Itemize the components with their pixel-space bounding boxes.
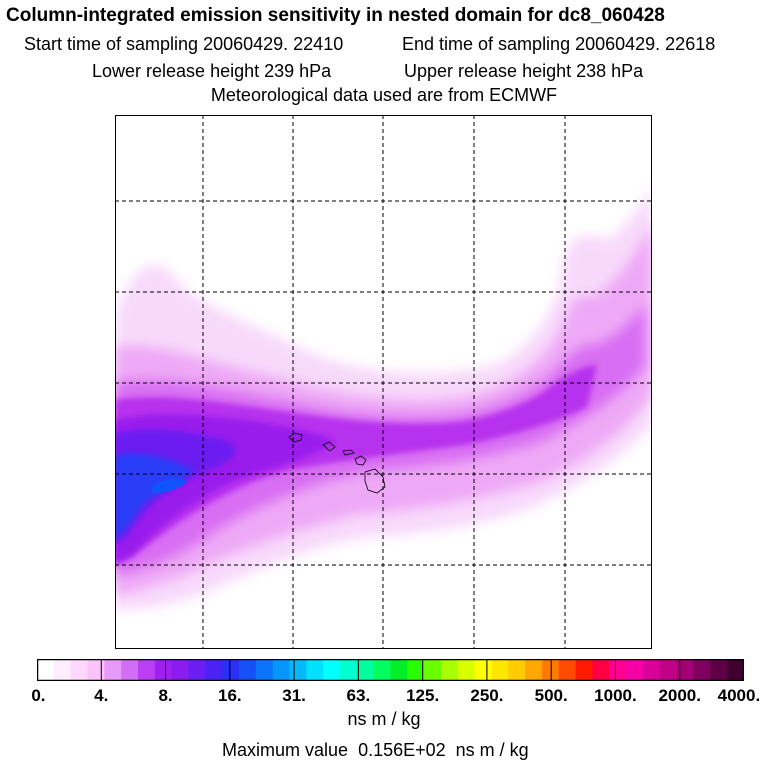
- colorbar-cell: [37, 659, 55, 681]
- colorbar-cell: [323, 659, 341, 681]
- island-molokai: [342, 449, 355, 456]
- map-gridlines: [115, 115, 652, 649]
- colorbar-cell: [154, 659, 173, 681]
- colorbar-cell: [70, 659, 89, 681]
- colorbar-cell: [205, 659, 223, 681]
- colorbar-cell: [441, 659, 459, 681]
- colorbar-cell: [474, 659, 493, 681]
- colorbar-cell: [558, 659, 577, 681]
- colorbar-cell: [710, 659, 728, 681]
- colorbar-cell: [575, 659, 594, 681]
- colorbar-cell: [356, 659, 375, 681]
- sensitivity-map: [115, 115, 652, 649]
- colorbar-divisions: [100, 659, 681, 681]
- colorbar-tick: 31.: [282, 686, 306, 705]
- maximum-value-line: Maximum value 0.156E+02 ns m / kg: [222, 740, 534, 761]
- colorbar-tick: 500.: [534, 686, 568, 705]
- colorbar-cell: [188, 659, 206, 681]
- lower-release-label: Lower release height 239 hPa: [92, 61, 332, 81]
- colorbar-unit: ns m / kg: [347, 709, 421, 729]
- colorbar-tick: 4.: [94, 686, 109, 705]
- colorbar-cell: [373, 659, 392, 681]
- colorbar-tick: 250.: [470, 686, 504, 705]
- upper-release-label: Upper release height 238 hPa: [404, 61, 644, 81]
- colorbar-cell: [121, 659, 139, 681]
- colorbar-cell: [727, 659, 744, 681]
- colorbar-tick: 2000.: [658, 686, 701, 705]
- colorbar-cell: [693, 659, 711, 681]
- colorbar-cell: [491, 659, 509, 681]
- colorbar-cell: [53, 659, 72, 681]
- colorbar-cell: [626, 659, 644, 681]
- island-maui: [354, 455, 367, 466]
- island-kauai: [288, 432, 303, 443]
- colorbar-cell: [592, 659, 610, 681]
- colorbar-cell: [306, 659, 324, 681]
- colorbar-tick: 0.: [31, 686, 46, 705]
- colorbar-cell: [340, 659, 358, 681]
- max-label: Maximum value: [222, 740, 349, 760]
- colorbar-cell: [87, 659, 105, 681]
- colorbar-tick: 16.: [217, 686, 242, 705]
- start-time-label: Start time of sampling 20060429. 22410: [24, 34, 344, 54]
- hawaii-islands: [288, 432, 386, 494]
- colorbar-cell: [171, 659, 190, 681]
- plume-blue: [115, 453, 193, 540]
- colorbar-cell: [525, 659, 543, 681]
- max-unit: ns m / kg: [455, 740, 529, 760]
- colorbar-cell: [424, 659, 442, 681]
- colorbar: [37, 659, 744, 681]
- colorbar-tick: 125.: [406, 686, 440, 705]
- map-title: Column-integrated emission sensitivity i…: [6, 5, 665, 26]
- met-data-label: Meteorological data used are from ECMWF: [210, 85, 558, 105]
- colorbar-cells: [37, 659, 744, 681]
- colorbar-cell: [676, 659, 695, 681]
- colorbar-cell: [643, 659, 661, 681]
- colorbar-cell: [289, 659, 307, 681]
- colorbar-cell: [104, 659, 122, 681]
- colorbar-tick: 63.: [346, 686, 371, 705]
- colorbar-tick: 1000.: [594, 686, 637, 705]
- map-frame: [115, 115, 652, 649]
- colorbar-cell: [255, 659, 274, 681]
- colorbar-cell: [508, 659, 526, 681]
- colorbar-cell: [390, 659, 408, 681]
- colorbar-cell: [222, 659, 240, 681]
- colorbar-frame: [37, 659, 744, 681]
- colorbar-cell: [138, 659, 156, 681]
- island-hawaii: [364, 468, 386, 494]
- colorbar-cell: [239, 659, 257, 681]
- colorbar-tick: 4000.: [717, 686, 761, 705]
- end-time-label: End time of sampling 20060429. 22618: [402, 34, 716, 54]
- colorbar-tick: 8.: [158, 686, 173, 705]
- plume-core: [151, 479, 187, 493]
- colorbar-cell: [659, 659, 678, 681]
- colorbar-cell: [457, 659, 476, 681]
- plume-strong: [115, 365, 597, 565]
- island-oahu: [322, 441, 336, 452]
- max-value: 0.156E+02: [358, 740, 446, 760]
- colorbar-cell: [609, 659, 627, 681]
- colorbar-cell: [407, 659, 425, 681]
- colorbar-cell: [272, 659, 291, 681]
